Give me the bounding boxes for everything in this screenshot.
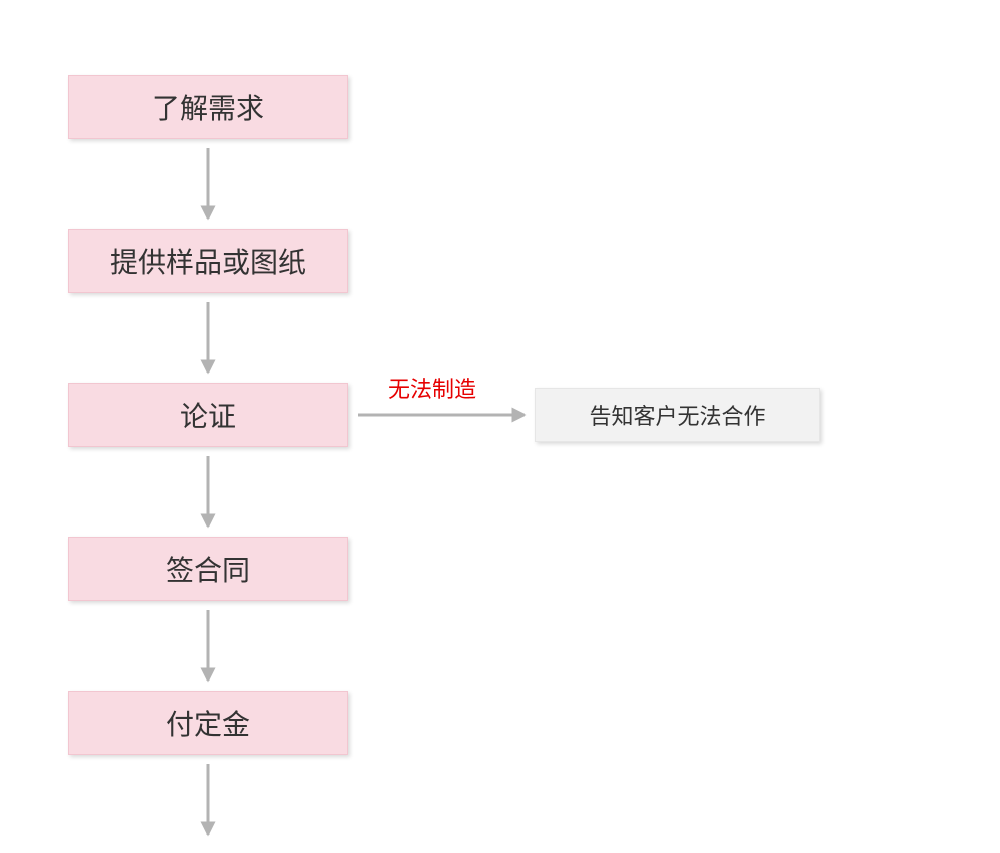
flow-node-pay-deposit: 付定金 (68, 691, 348, 755)
flow-node-notify-no-coop: 告知客户无法合作 (535, 388, 820, 442)
flow-node-label: 了解需求 (152, 87, 264, 127)
flow-node-understand-needs: 了解需求 (68, 75, 348, 139)
flow-node-sign-contract: 签合同 (68, 537, 348, 601)
flow-node-provide-sample: 提供样品或图纸 (68, 229, 348, 293)
flow-node-label: 付定金 (166, 703, 250, 743)
flow-node-validate: 论证 (68, 383, 348, 447)
flow-node-label: 签合同 (166, 549, 250, 589)
edge-label-cannot-make: 无法制造 (388, 372, 476, 404)
flow-node-label: 提供样品或图纸 (110, 241, 306, 281)
edge-label-text: 无法制造 (388, 377, 476, 402)
flow-node-label: 告知客户无法合作 (589, 399, 765, 431)
flow-node-label: 论证 (180, 395, 236, 435)
